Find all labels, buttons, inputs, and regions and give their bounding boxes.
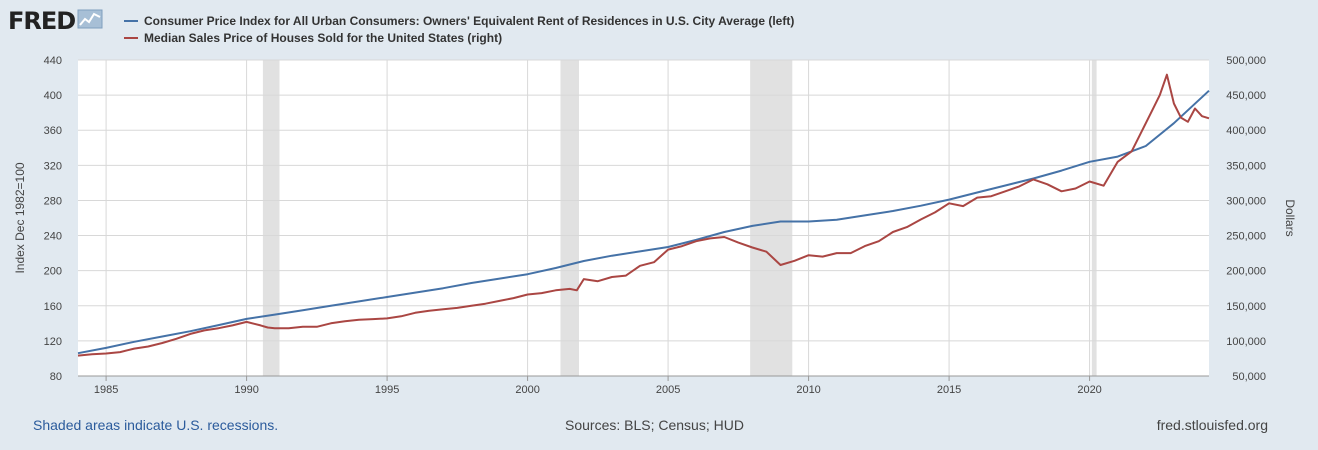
y-tick-label-right: 50,000 <box>1232 371 1266 383</box>
recession-band <box>750 60 793 376</box>
x-tick-label: 2020 <box>1077 384 1101 396</box>
y-tick-label-right: 500,000 <box>1226 55 1266 67</box>
series-line-rent-index <box>77 89 1210 355</box>
recession-band <box>1091 60 1097 376</box>
legend-swatch-red <box>124 36 138 39</box>
y-axis-label-left: Index Dec 1982=100 <box>13 162 27 273</box>
fred-site-link[interactable]: fred.stlouisfed.org <box>1156 417 1268 433</box>
legend-label-house-price: Median Sales Price of Houses Sold for th… <box>144 30 503 45</box>
x-tick-label: 1985 <box>94 384 118 396</box>
sources-text: Sources: BLS; Census; HUD <box>565 417 744 433</box>
chart-legend: Consumer Price Index for All Urban Consu… <box>124 12 794 46</box>
fred-logo-text: FRED <box>8 7 76 35</box>
legend-item-rent-index[interactable]: Consumer Price Index for All Urban Consu… <box>124 12 794 29</box>
y-tick-label-left: 160 <box>44 301 62 313</box>
recession-band <box>262 60 280 376</box>
y-tick-label-right: 400,000 <box>1226 125 1266 137</box>
x-tick-label: 2005 <box>656 384 680 396</box>
plot-area <box>78 60 1209 376</box>
y-tick-label-left: 280 <box>44 195 62 207</box>
y-tick-label-right: 250,000 <box>1226 231 1266 243</box>
fred-logo[interactable]: FRED <box>8 6 103 36</box>
y-tick-label-right: 150,000 <box>1226 301 1266 313</box>
y-tick-label-right: 450,000 <box>1226 90 1266 102</box>
y-tick-label-left: 240 <box>44 231 62 243</box>
y-tick-label-left: 360 <box>44 125 62 137</box>
y-tick-label-left: 120 <box>44 336 62 348</box>
line-chart-icon <box>77 8 103 35</box>
recession-band <box>560 60 580 376</box>
y-tick-label-left: 400 <box>44 90 62 102</box>
legend-label-rent-index: Consumer Price Index for All Urban Consu… <box>144 13 795 28</box>
recessions-note-link[interactable]: Shaded areas indicate U.S. recessions. <box>33 417 279 433</box>
y-tick-label-left: 440 <box>44 55 62 67</box>
legend-item-house-price[interactable]: Median Sales Price of Houses Sold for th… <box>124 29 794 46</box>
y-tick-label-right: 350,000 <box>1226 160 1266 172</box>
y-axis-label-right: Dollars <box>1283 199 1297 236</box>
y-tick-label-right: 200,000 <box>1226 266 1266 278</box>
y-tick-label-left: 80 <box>50 371 62 383</box>
x-tick-label: 1995 <box>375 384 399 396</box>
x-tick-label: 2015 <box>937 384 961 396</box>
legend-swatch-blue <box>124 19 138 22</box>
x-tick-label: 1990 <box>234 384 258 396</box>
series-line-house-price <box>77 73 1210 357</box>
x-tick-label: 2010 <box>796 384 820 396</box>
x-tick-label: 2000 <box>515 384 539 396</box>
y-tick-label-left: 200 <box>44 266 62 278</box>
y-tick-label-right: 100,000 <box>1226 336 1266 348</box>
y-tick-label-right: 300,000 <box>1226 195 1266 207</box>
y-tick-label-left: 320 <box>44 160 62 172</box>
